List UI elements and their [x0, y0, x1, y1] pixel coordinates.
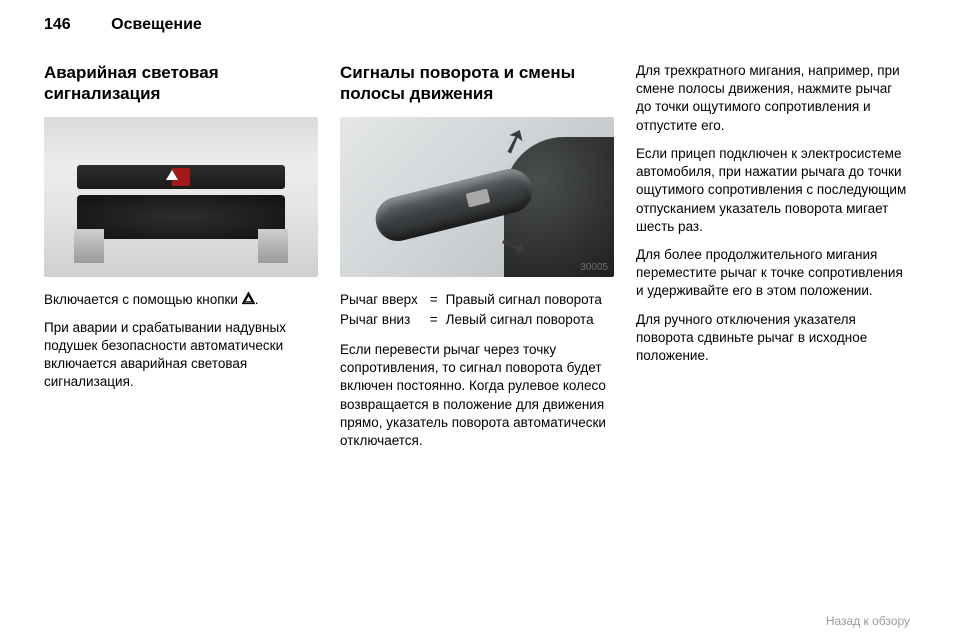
page-header: 146 Освещение	[44, 16, 202, 34]
col1-p1a: Включается с помощью кнопки	[44, 292, 242, 307]
col2-heading: Сигналы поворота и смены полосы движения	[340, 62, 614, 105]
col1-p2: При аварии и срабатывании надувных подуш…	[44, 319, 318, 392]
figure-hazard-button	[44, 117, 318, 277]
col3-p1: Для трехкратного мигания, например, при …	[636, 62, 910, 135]
lever-table: Рычаг вверх = Правый сигнал поворота Рыч…	[340, 291, 606, 331]
content-columns: Аварийная световая сигнализация Включает…	[44, 62, 910, 608]
vent-slot-left	[74, 229, 104, 263]
col1-p1: Включается с помощью кнопки .	[44, 291, 318, 309]
column-2: Сигналы поворота и смены полосы движения…	[340, 62, 614, 608]
arrow-up-icon: ➚	[494, 117, 534, 164]
column-1: Аварийная световая сигнализация Включает…	[44, 62, 318, 608]
section-title: Освещение	[111, 16, 202, 33]
stalk-button	[466, 188, 491, 207]
figure-turn-signal-stalk: ➚ ➚ 30005	[340, 117, 614, 277]
hazard-triangle-icon	[242, 292, 255, 305]
cell-r2c1: Рычаг вниз	[340, 311, 422, 331]
table-row: Рычаг вверх = Правый сигнал поворота	[340, 291, 606, 311]
column-3: Для трехкратного мигания, например, при …	[636, 62, 910, 608]
dashboard-screen	[77, 195, 285, 239]
table-row: Рычаг вниз = Левый сигнал поворота	[340, 311, 606, 331]
back-to-overview-link[interactable]: Назад к обзору	[826, 614, 910, 628]
cell-r1c1: Рычаг вверх	[340, 291, 422, 311]
page-number: 146	[44, 16, 71, 34]
vent-slot-right	[258, 229, 288, 263]
dashboard-bar	[77, 165, 285, 189]
col3-p4: Для ручного отключения указателя поворот…	[636, 311, 910, 366]
cell-eq2: =	[422, 311, 446, 331]
cell-r2c2: Левый сигнал поворота	[446, 311, 606, 331]
hazard-button-icon	[172, 168, 190, 186]
col3-p3: Для более продолжительного мигания перем…	[636, 246, 910, 301]
col1-p1b: .	[255, 292, 259, 307]
col2-p1: Если перевести рычаг через точку сопроти…	[340, 341, 614, 450]
col1-heading: Аварийная световая сигнализация	[44, 62, 318, 105]
col3-p2: Если прицеп подключен к электросистеме а…	[636, 145, 910, 236]
cell-r1c2: Правый сигнал поворота	[446, 291, 606, 311]
figure-tag: 30005	[580, 262, 608, 273]
cell-eq1: =	[422, 291, 446, 311]
